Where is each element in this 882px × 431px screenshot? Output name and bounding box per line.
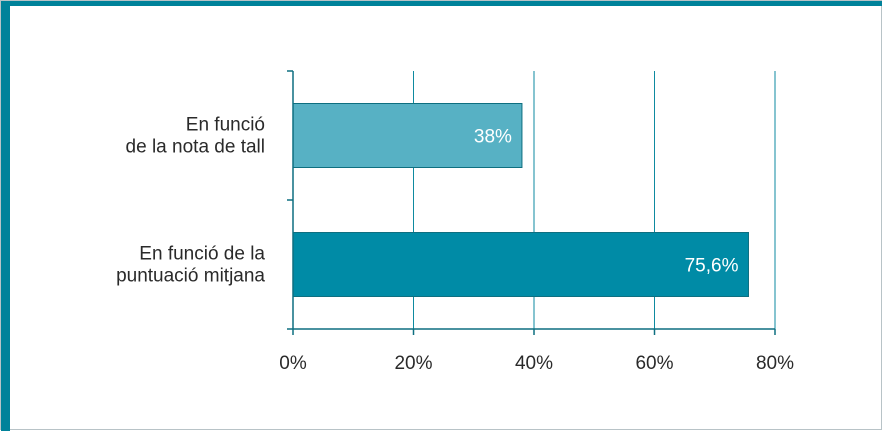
category-label-2: En funció de la [139, 244, 265, 265]
bar-2 [292, 232, 749, 297]
data-label-1: 38% [474, 127, 512, 148]
accent-border-top [1, 1, 882, 6]
category-label-1: de la nota de tall [126, 137, 265, 158]
bars [292, 103, 749, 297]
data-label-2: 75,6% [685, 256, 739, 277]
accent-border-left [1, 1, 10, 431]
category-label-1: En funció [186, 115, 265, 136]
x-tick-label: 60% [635, 353, 673, 374]
axes [287, 70, 776, 335]
x-tick-label: 20% [394, 353, 432, 374]
x-tick-label: 40% [515, 353, 553, 374]
x-tick-label: 80% [756, 353, 794, 374]
bar-1 [292, 103, 523, 168]
x-tick-label: 0% [279, 353, 307, 374]
category-label-2: puntuació mitjana [116, 266, 265, 287]
